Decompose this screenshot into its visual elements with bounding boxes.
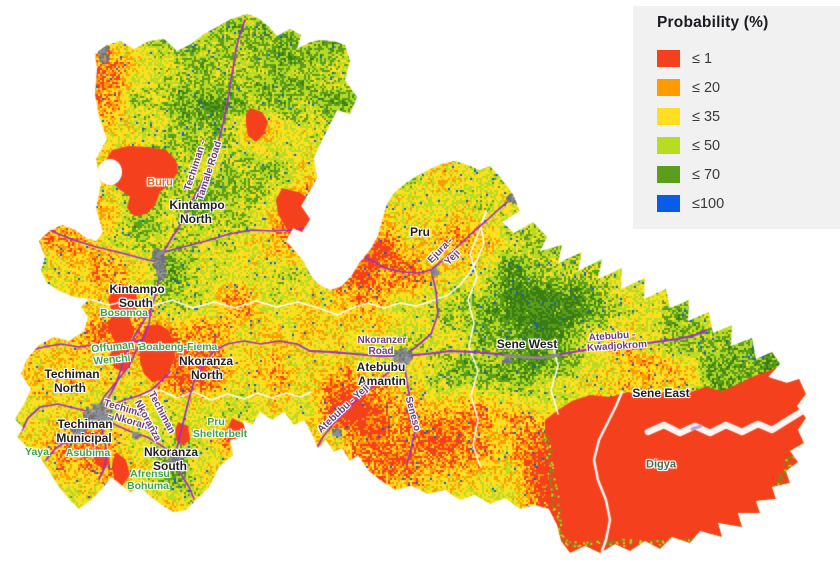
legend-swatch [657,79,680,96]
legend-item-label: ≤ 50 [692,137,721,154]
legend-item: ≤ 1 [657,44,840,73]
legend-swatch [657,50,680,67]
legend-item: ≤100 [657,189,840,218]
legend-item-label: ≤ 35 [692,108,721,125]
legend-swatch [657,137,680,154]
legend-swatch [657,195,680,212]
legend-item: ≤ 70 [657,160,840,189]
legend: Probability (%) ≤ 1 ≤ 20 ≤ 35 ≤ 50 ≤ 70 ≤100 [633,6,840,229]
legend-title: Probability (%) [657,14,769,31]
legend-item-label: ≤ 1 [692,50,713,67]
legend-item: ≤ 35 [657,102,840,131]
legend-swatch [657,166,680,183]
legend-item: ≤ 50 [657,131,840,160]
legend-swatch [657,108,680,125]
legend-items: ≤ 1 ≤ 20 ≤ 35 ≤ 50 ≤ 70 ≤100 [657,44,840,218]
legend-item-label: ≤ 20 [692,79,721,96]
legend-item-label: ≤100 [692,195,725,212]
legend-item-label: ≤ 70 [692,166,721,183]
legend-item: ≤ 20 [657,73,840,102]
